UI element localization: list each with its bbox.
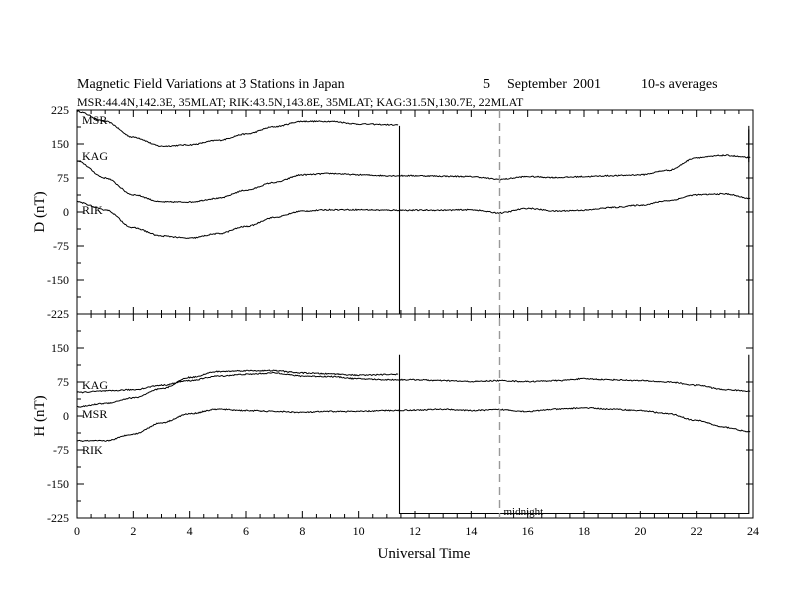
- x-tick-label: 16: [522, 524, 534, 538]
- series-label-kag: KAG: [82, 378, 108, 392]
- series-line-rik: [76, 192, 751, 240]
- chart-title: Magnetic Field Variations at 3 Stations …: [77, 77, 345, 92]
- series-label-rik: RIK: [82, 203, 103, 217]
- title-month: September: [507, 77, 567, 92]
- x-tick-label: 20: [634, 524, 646, 538]
- x-tick-label: 2: [130, 524, 136, 538]
- x-tick-label: 14: [465, 524, 477, 538]
- x-tick-label: 4: [187, 524, 193, 538]
- y-axis-label: D (nT): [32, 191, 48, 232]
- y-tick-label: 75: [57, 375, 69, 389]
- x-tick-label: 18: [578, 524, 590, 538]
- panel-frame: [76, 313, 754, 519]
- x-axis-label: Universal Time: [378, 546, 471, 562]
- stations-subtitle: MSR:44.4N,142.3E, 35MLAT; RIK:43.5N,143.…: [77, 95, 524, 109]
- title-year: 2001: [573, 77, 601, 92]
- d-component-panel: 225 150 75 0 -75 -150 -225 D (nT) MSR KAG RIK: [32, 103, 754, 321]
- y-tick-label: -75: [53, 239, 69, 253]
- y-tick-label: -225: [47, 511, 69, 525]
- x-tick-label: 6: [243, 524, 249, 538]
- data-gap-outline: [398, 354, 750, 515]
- series-line-rik: [76, 406, 751, 442]
- x-tick-label: 10: [353, 524, 365, 538]
- data-gap-outline: [398, 125, 750, 315]
- y-axis-label: H (nT): [32, 395, 48, 436]
- x-tick-label: 8: [299, 524, 305, 538]
- series-line-msr: [76, 110, 399, 148]
- y-tick-label: -150: [47, 273, 69, 287]
- series-label-kag: KAG: [82, 149, 108, 163]
- series-line-kag: [77, 154, 751, 204]
- midnight-label: midnight: [504, 506, 544, 518]
- y-tick-label: 225: [51, 103, 69, 117]
- title-averaging: 10-s averages: [641, 77, 718, 92]
- series-line-kag: [76, 371, 751, 394]
- series-label-msr: MSR: [82, 407, 107, 421]
- y-tick-label: 150: [51, 341, 69, 355]
- y-tick-label: 0: [63, 409, 69, 423]
- title-day: 5: [483, 77, 490, 92]
- y-tick-label: -150: [47, 477, 69, 491]
- x-tick-label: 12: [409, 524, 421, 538]
- y-tick-label: -75: [53, 443, 69, 457]
- y-tick-label: 0: [63, 205, 69, 219]
- y-tick-label: 150: [51, 137, 69, 151]
- x-tick-label: 24: [747, 524, 759, 538]
- series-label-rik: RIK: [82, 443, 103, 457]
- series-line-msr: [76, 369, 399, 408]
- x-tick-label: 22: [691, 524, 703, 538]
- x-tick-label: 0: [74, 524, 80, 538]
- y-tick-label: -225: [47, 307, 69, 321]
- series-label-msr: MSR: [82, 113, 107, 127]
- y-tick-label: 75: [57, 171, 69, 185]
- panel-frame: [76, 109, 754, 315]
